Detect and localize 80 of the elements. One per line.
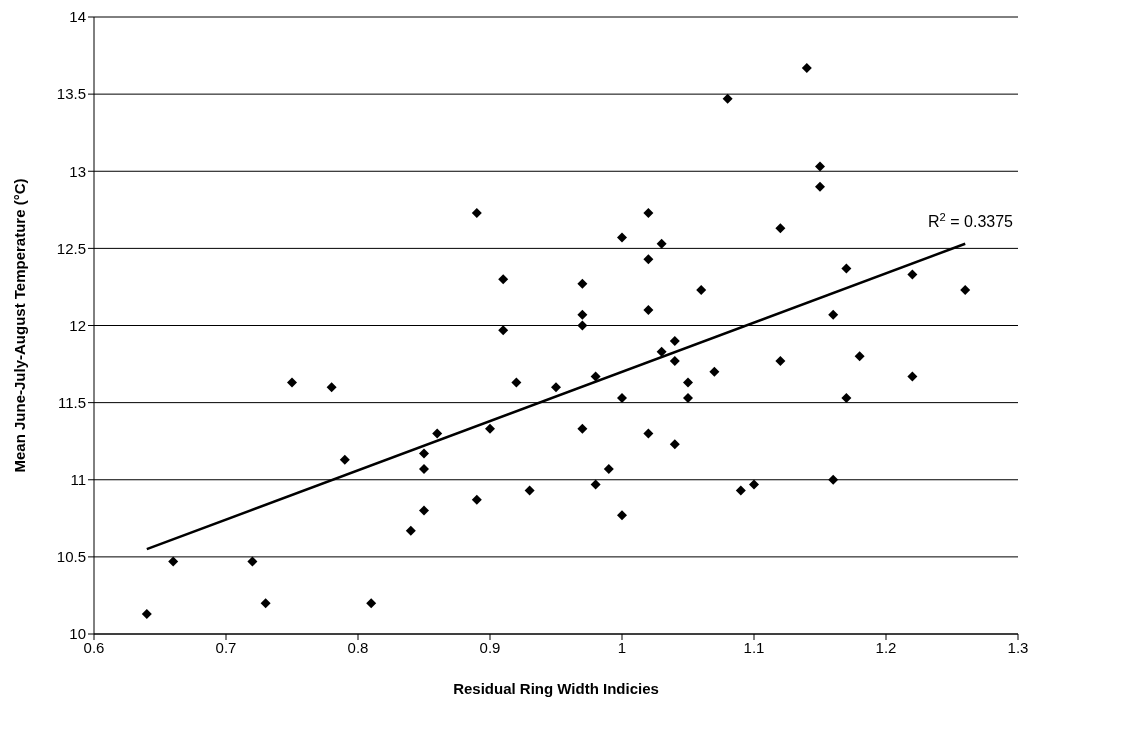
point xyxy=(419,463,429,474)
point xyxy=(683,377,693,388)
point xyxy=(590,479,601,490)
x-tick-label: 0.7 xyxy=(215,638,237,656)
point xyxy=(471,494,482,505)
y-tick-label: 13 xyxy=(69,162,86,180)
annotation: R$^{2}$ = 0.3375 xyxy=(928,211,1014,230)
point xyxy=(960,285,971,296)
x-tick-label: 1.2 xyxy=(875,638,897,656)
y-tick-label: 13.5 xyxy=(56,85,86,103)
x-tick-label: 1 xyxy=(617,638,627,656)
x-tick-label: 0.9 xyxy=(479,638,501,656)
x-axis-title: Residual Ring Width Indicies xyxy=(453,680,659,697)
point xyxy=(828,309,839,320)
x-tick-label: 0.8 xyxy=(347,638,369,656)
y-tick-label: 11.5 xyxy=(57,393,86,411)
point xyxy=(656,346,667,357)
point xyxy=(141,608,152,619)
point xyxy=(577,320,588,331)
point xyxy=(617,510,627,521)
point xyxy=(577,309,588,320)
point xyxy=(907,269,918,280)
point xyxy=(419,448,429,459)
point xyxy=(643,305,654,316)
point xyxy=(287,377,297,388)
point xyxy=(709,366,720,377)
point xyxy=(326,382,337,393)
point xyxy=(498,325,509,336)
point xyxy=(815,161,825,172)
point xyxy=(669,439,680,450)
point xyxy=(260,598,271,609)
point xyxy=(907,371,918,382)
point xyxy=(617,393,627,403)
point xyxy=(471,207,482,218)
point xyxy=(590,371,601,382)
point xyxy=(577,423,588,434)
point xyxy=(722,93,733,104)
point xyxy=(366,598,377,609)
point xyxy=(775,223,786,234)
point xyxy=(643,254,654,265)
point xyxy=(801,62,812,73)
point xyxy=(735,485,746,496)
point xyxy=(432,428,443,439)
point xyxy=(168,556,179,567)
y-tick-label: 14 xyxy=(69,8,86,26)
point xyxy=(656,238,667,249)
x-tick-label: 1.1 xyxy=(743,638,765,656)
point xyxy=(339,454,350,465)
point xyxy=(551,382,561,393)
point xyxy=(577,278,588,289)
x-tick-label: 0.6 xyxy=(83,638,105,656)
point xyxy=(247,556,258,567)
y-tick-label: 10.5 xyxy=(56,548,86,566)
y-tick-label: 11 xyxy=(70,471,86,489)
point xyxy=(683,393,693,403)
point xyxy=(841,393,852,403)
point xyxy=(603,463,614,474)
y-axis-title: Mean June-July-August Temperature (°C) xyxy=(11,178,29,473)
point xyxy=(775,355,786,366)
y-tick-label: 10 xyxy=(69,625,86,643)
point xyxy=(643,207,654,218)
point xyxy=(749,479,759,490)
point xyxy=(405,525,416,536)
point xyxy=(524,485,535,496)
point xyxy=(485,423,495,434)
point xyxy=(643,428,654,439)
point xyxy=(669,335,680,346)
point xyxy=(841,263,852,274)
y-tick-label: 12 xyxy=(69,316,86,334)
point xyxy=(419,505,429,516)
point xyxy=(498,274,509,285)
y-tick-label: 12.5 xyxy=(56,239,86,257)
point xyxy=(669,355,680,366)
point xyxy=(815,181,825,192)
point xyxy=(854,351,865,362)
point xyxy=(617,232,627,243)
point xyxy=(511,377,522,388)
point xyxy=(696,285,707,296)
point xyxy=(828,474,839,485)
x-tick-label: 1.3 xyxy=(1007,638,1029,656)
